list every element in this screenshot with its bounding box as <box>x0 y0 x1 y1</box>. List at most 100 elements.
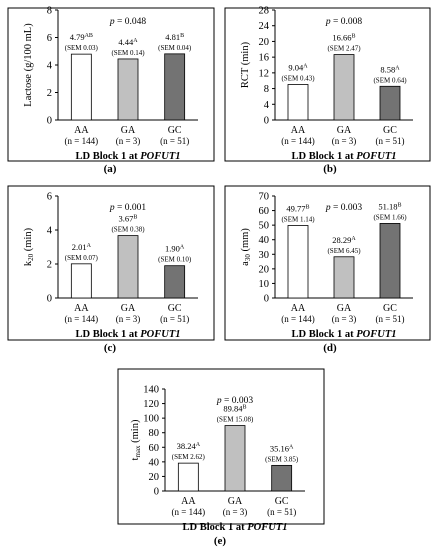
x-category-label: GA <box>337 303 352 314</box>
p-value-label: p = 0.048 <box>109 17 146 27</box>
y-tick-label: 0 <box>154 487 159 498</box>
p-value-number: = 0.001 <box>115 203 147 213</box>
bar-value-number: 4.44 <box>118 37 134 47</box>
bar-value-superscript: B <box>243 405 247 411</box>
x-category-label: GA <box>121 303 136 314</box>
bar-value-label: 2.01A <box>72 242 92 252</box>
bar <box>333 256 355 299</box>
x-n-label: (n = 3) <box>223 507 248 517</box>
chart-panel: 0 20 40 60 80 100 120 140 tmax (min) p = 0.003 38.… <box>117 368 325 547</box>
bar-sem-label: (SEM 1.66) <box>373 213 407 221</box>
y-axis-label-unit: (mm) <box>240 228 251 254</box>
bar-value-number: 8.58 <box>380 64 395 74</box>
bar <box>164 265 186 299</box>
p-value-italic: p <box>109 203 115 213</box>
y-tick-label: 4 <box>47 61 53 72</box>
y-tick-label: 20 <box>259 264 270 275</box>
x-axis-label-prefix: LD Block 1 at <box>75 329 140 340</box>
x-n-label: (n = 3) <box>332 136 357 146</box>
bar-sem-label: (SEM 0.07) <box>65 254 99 262</box>
panel-border <box>7 185 215 341</box>
x-category-label: AA <box>74 125 89 136</box>
y-axis-label: tmax (min) <box>130 419 142 460</box>
bar-value-label: 9.04A <box>288 62 308 72</box>
bar-sem-label: (SEM 3.85) <box>265 455 299 463</box>
y-tick-label: 4 <box>47 226 53 237</box>
x-axis-label: LD Block 1 at POFUT1 <box>75 329 180 340</box>
y-tick-label: 28 <box>259 6 270 17</box>
x-axis-label-gene: POFUT1 <box>247 522 287 533</box>
y-tick-label: 70 <box>259 192 270 203</box>
bar-sem-label: (SEM 0.43) <box>281 74 315 82</box>
bar-value-number: 89.84 <box>223 404 243 414</box>
bar-sem-label: (SEM 2.47) <box>327 45 361 53</box>
x-category-label: GC <box>168 303 182 314</box>
x-category-label: GA <box>337 125 352 136</box>
y-tick-label: 10 <box>259 279 270 290</box>
bar-value-label: 4.81B <box>165 32 184 42</box>
bar-value-label: 4.44A <box>118 37 138 47</box>
p-value-number: = 0.008 <box>331 17 363 27</box>
p-value-italic: p <box>325 17 331 27</box>
y-tick-label: 8 <box>47 6 52 17</box>
bar-value-label: 16.66B <box>332 33 355 43</box>
y-tick-label: 4 <box>264 100 270 111</box>
p-value-label: p = 0.003 <box>216 396 253 406</box>
bar-value-number: 3.67 <box>119 214 134 224</box>
p-value-italic: p <box>216 396 222 406</box>
bar-value-superscript: B <box>398 202 402 208</box>
p-value-italic: p <box>325 203 331 213</box>
x-axis-label-gene: POFUT1 <box>356 329 396 340</box>
x-n-label: (n = 144) <box>281 314 315 324</box>
x-n-label: (n = 3) <box>116 136 141 146</box>
bar-value-label: 8.58A <box>380 64 400 74</box>
x-category-label: GC <box>383 125 397 136</box>
x-n-label: (n = 51) <box>375 314 404 324</box>
y-tick-label: 100 <box>143 414 159 425</box>
x-axis-label: LD Block 1 at POFUT1 <box>291 329 396 340</box>
bar <box>224 425 246 492</box>
bar-value-superscript: A <box>133 38 138 44</box>
y-axis-label-main: t <box>130 457 141 460</box>
p-value-label: p = 0.001 <box>109 203 146 213</box>
bar <box>177 462 199 492</box>
y-tick-label: 0 <box>47 116 52 127</box>
bar-value-superscript: A <box>351 236 356 242</box>
y-tick-label: 40 <box>259 235 270 246</box>
y-axis-label: k20 (min) <box>23 227 35 266</box>
bar-sem-label: (SEM 1.14) <box>281 215 315 223</box>
y-tick-label: 6 <box>47 192 52 203</box>
bar-value-number: 28.29 <box>332 235 351 245</box>
bar <box>287 84 309 121</box>
bar-sem-label: (SEM 0.10) <box>158 256 192 264</box>
x-n-label: (n = 144) <box>65 136 99 146</box>
panel-border <box>224 185 431 341</box>
panel-letter: (d) <box>323 342 337 354</box>
panel-border <box>224 7 431 162</box>
bar-value-superscript: B <box>180 33 184 39</box>
bar-value-number: 9.04 <box>288 62 304 72</box>
bar-value-label: 51.18B <box>378 201 401 211</box>
bar-value-number: 1.90 <box>165 244 180 254</box>
x-n-label: (n = 51) <box>375 136 404 146</box>
bar-sem-label: (SEM 0.03) <box>65 44 99 52</box>
x-category-label: AA <box>291 125 306 136</box>
x-category-label: GC <box>275 496 289 507</box>
y-axis-label-sub: max <box>134 445 142 458</box>
panel-letter: (b) <box>323 163 337 175</box>
bar-value-superscript: A <box>87 243 92 249</box>
bar-value-superscript: B <box>352 34 356 40</box>
bar <box>117 235 139 299</box>
y-axis-label-main: a <box>240 261 251 266</box>
bar-sem-label: (SEM 6.45) <box>327 247 361 255</box>
bar-value-label: 38.24A <box>177 441 201 451</box>
y-tick-label: 20 <box>149 472 160 483</box>
y-tick-label: 2 <box>47 260 52 271</box>
x-category-label: AA <box>74 303 89 314</box>
y-tick-label: 12 <box>259 68 270 79</box>
y-axis-label: Lactose (g/100 mL) <box>23 23 34 107</box>
